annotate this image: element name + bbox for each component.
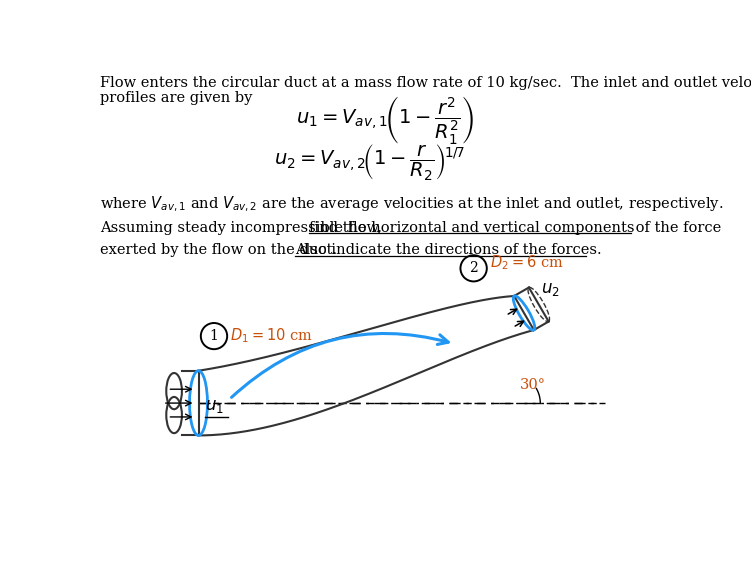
Text: where $V_{av,1}$ and $V_{av,2}$ are the average velocities at the inlet and outl: where $V_{av,1}$ and $V_{av,2}$ are the …	[100, 195, 723, 214]
Text: 2: 2	[469, 261, 478, 275]
Text: $D_1 = 10$ cm: $D_1 = 10$ cm	[231, 327, 313, 345]
Text: Assuming steady incompressible flow,: Assuming steady incompressible flow,	[100, 221, 387, 235]
Text: 30°: 30°	[520, 378, 546, 392]
Text: profiles are given by: profiles are given by	[100, 91, 252, 105]
Text: Flow enters the circular duct at a mass flow rate of 10 kg/sec.  The inlet and o: Flow enters the circular duct at a mass …	[100, 76, 751, 90]
Text: $u_2 = V_{av,2}\!\left(1 - \dfrac{r}{R_2}\right)^{\!1/7}$: $u_2 = V_{av,2}\!\left(1 - \dfrac{r}{R_2…	[274, 142, 465, 182]
Text: find the horizontal and vertical components: find the horizontal and vertical compone…	[309, 221, 634, 235]
Text: exerted by the flow on the duct.: exerted by the flow on the duct.	[100, 242, 346, 257]
Text: $D_2 = 6$ cm: $D_2 = 6$ cm	[490, 253, 563, 272]
Text: Also indicate the directions of the forces.: Also indicate the directions of the forc…	[295, 242, 602, 257]
Text: $u_1$: $u_1$	[205, 397, 224, 414]
Text: $u_2$: $u_2$	[541, 281, 559, 298]
Text: $u_1 = V_{av,1}\!\left(1 - \dfrac{r^2}{R_1^2}\right)$: $u_1 = V_{av,1}\!\left(1 - \dfrac{r^2}{R…	[296, 95, 474, 147]
Text: of the force: of the force	[631, 221, 721, 235]
Text: 1: 1	[210, 329, 219, 343]
